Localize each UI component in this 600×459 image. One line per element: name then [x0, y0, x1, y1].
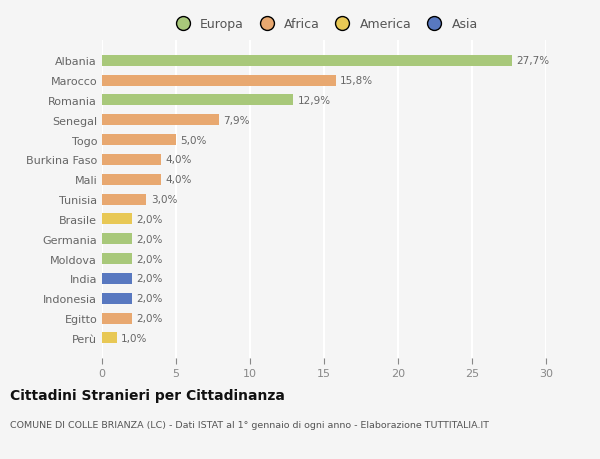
Text: 2,0%: 2,0% — [136, 313, 163, 324]
Text: 2,0%: 2,0% — [136, 254, 163, 264]
Text: 27,7%: 27,7% — [517, 56, 550, 66]
Text: Cittadini Stranieri per Cittadinanza: Cittadini Stranieri per Cittadinanza — [10, 388, 285, 402]
Text: 2,0%: 2,0% — [136, 234, 163, 244]
Text: 2,0%: 2,0% — [136, 294, 163, 303]
Bar — [102, 313, 131, 324]
Text: 2,0%: 2,0% — [136, 274, 163, 284]
Bar — [102, 174, 161, 185]
Text: 15,8%: 15,8% — [340, 76, 373, 86]
Text: COMUNE DI COLLE BRIANZA (LC) - Dati ISTAT al 1° gennaio di ogni anno - Elaborazi: COMUNE DI COLLE BRIANZA (LC) - Dati ISTA… — [10, 420, 489, 429]
Bar — [102, 333, 117, 344]
Bar — [102, 95, 293, 106]
Bar — [102, 194, 146, 205]
Bar — [102, 274, 131, 284]
Text: 7,9%: 7,9% — [223, 116, 250, 125]
Text: 4,0%: 4,0% — [166, 175, 192, 185]
Bar — [102, 253, 131, 264]
Bar — [102, 56, 512, 67]
Bar — [102, 214, 131, 225]
Legend: Europa, Africa, America, Asia: Europa, Africa, America, Asia — [167, 16, 481, 34]
Bar — [102, 135, 176, 146]
Bar — [102, 293, 131, 304]
Bar — [102, 75, 336, 86]
Text: 5,0%: 5,0% — [181, 135, 207, 146]
Text: 12,9%: 12,9% — [298, 96, 331, 106]
Bar — [102, 155, 161, 166]
Text: 1,0%: 1,0% — [121, 333, 148, 343]
Bar — [102, 234, 131, 245]
Text: 2,0%: 2,0% — [136, 214, 163, 224]
Text: 3,0%: 3,0% — [151, 195, 177, 205]
Bar — [102, 115, 219, 126]
Text: 4,0%: 4,0% — [166, 155, 192, 165]
